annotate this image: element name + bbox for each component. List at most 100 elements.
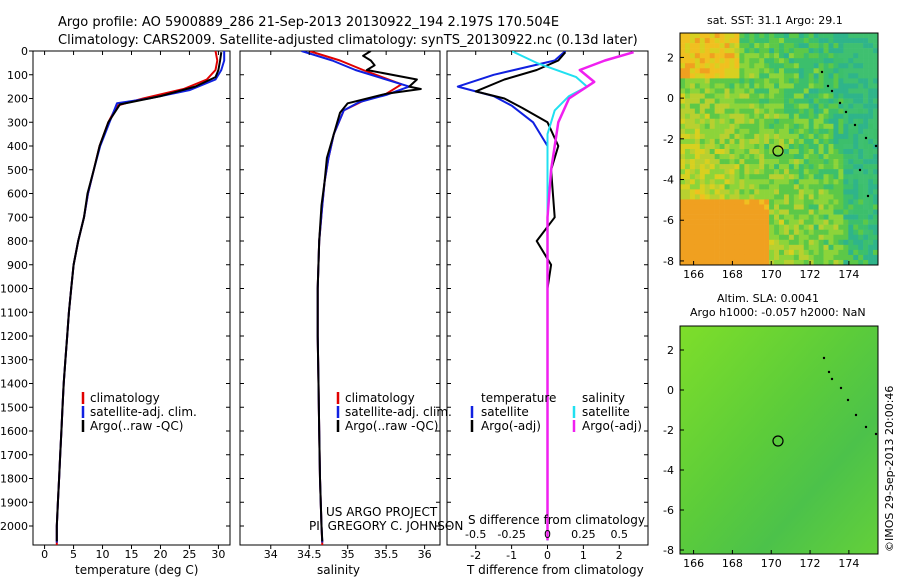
depth-tick-label: 800 [7,235,28,248]
figure-title-line2: Climatology: CARS2009. Satellite-adjuste… [58,33,638,48]
depth-tick-label: 400 [7,140,28,153]
map-y-tick-label: -8 [663,544,674,557]
sla-map [680,326,878,554]
x-tick-label: 35.5 [374,548,399,561]
sla-map-frame [679,325,879,555]
sla-map-axes: 166 168 170 172 174 2 0 -2 -4 -6 -8 [663,344,859,570]
argo-location-marker [772,145,784,157]
sla-map-title-line2: Argo h1000: -0.057 h2000: NaN [690,306,866,319]
x-tick-label: 34 [264,548,278,561]
depth-tick-label: 1200 [0,330,28,343]
temperature-line-argo-raw-qc- [55,52,223,542]
s-tick-label: 0.5 [611,528,629,541]
salinity-line-argo-raw-qc- [316,51,422,542]
salinity-xlabel: salinity [317,563,360,577]
map-y-tick-label: -2 [663,133,674,146]
temperature-panel [32,50,231,546]
watermark: ©IMOS 29-Sep-2013 20:00:46 [883,386,896,552]
x-tick-label: 0 [544,549,551,562]
legend-argo: Argo(..raw -QC) [90,419,183,433]
depth-tick-label: 900 [7,259,28,272]
depth-tick-label: 0 [21,45,28,58]
x-tick-label: 15 [125,548,139,561]
sla-map-title-line1: Altim. SLA: 0.0041 [717,292,819,305]
map-y-tick-label: -6 [663,214,674,227]
sla-coastline [822,356,878,436]
temperature-line-satellite-adj-clim- [55,51,226,543]
map-x-tick-label: 170 [761,557,782,570]
depth-tick-label: 1000 [0,283,28,296]
depth-tick-label: 600 [7,188,28,201]
differences-series-group [456,51,634,541]
sst-map-frame [679,32,879,266]
legend-temperature-title: temperature [481,391,556,405]
map-x-tick-label: 166 [683,268,704,281]
temperature-series-group [55,51,226,545]
salinity-legend: climatology satellite-adj. clim. Argo(..… [336,391,452,433]
depth-tick-label: 1700 [0,449,28,462]
map-y-tick-label: 0 [667,92,674,105]
depth-tick-label: 1100 [0,306,28,319]
figure-title-line1: Argo profile: AO 5900889_286 21-Sep-2013… [58,15,559,30]
map-y-tick-label: -4 [663,464,674,477]
legend-climatology: climatology [90,391,160,405]
x-tick-label: 30 [211,548,225,561]
temperature-line-climatology [55,51,219,545]
map-y-tick-label: 2 [667,344,674,357]
x-tick-label: 25 [182,548,196,561]
x-tick-label: 20 [153,548,167,561]
depth-tick-label: 200 [7,93,28,106]
map-x-tick-label: 166 [683,557,704,570]
map-y-tick-label: -4 [663,174,674,187]
difference-xlabel: T difference from climatology [466,563,644,577]
map-y-tick-label: 2 [667,51,674,64]
salinity-line-climatology [308,51,403,545]
s-tick-label: 0.25 [571,528,596,541]
depth-tick-label: 1900 [0,496,28,509]
depth-tick-label: 1300 [0,354,28,367]
difference-xlabel-top: S difference from climatology [468,513,645,527]
map-x-tick-label: 172 [800,557,821,570]
legend-sal-satellite: satellite [582,405,630,419]
argo-location-marker [772,435,784,447]
temperature-xlabel: temperature (deg C) [75,563,198,577]
credit-project: US ARGO PROJECT [326,505,438,519]
map-x-tick-label: 168 [722,268,743,281]
differences-line-temperature-argo-adj- [474,51,567,541]
depth-tick-label: 1400 [0,378,28,391]
depth-tick-label: 100 [7,69,28,82]
difference-legend: temperature salinity satellite Argo(-adj… [470,391,642,433]
x-tick-label: 5 [70,548,77,561]
x-tick-label: 34.5 [297,548,322,561]
map-y-tick-label: -2 [663,424,674,437]
legend-temp-satellite: satellite [481,405,529,419]
depth-tick-label: 1600 [0,425,28,438]
legend-climatology: climatology [345,391,415,405]
s-tick-label: -0.5 [465,528,486,541]
legend-salinity-title: salinity [582,391,625,405]
depth-tick-label: 1800 [0,473,28,486]
depth-tick-label: 300 [7,116,28,129]
sst-map-title: sat. SST: 31.1 Argo: 29.1 [707,14,843,27]
legend-satellite: satellite-adj. clim. [345,405,452,419]
map-y-tick-label: -8 [663,255,674,268]
depth-tick-label: 500 [7,164,28,177]
x-tick-label: 0 [41,548,48,561]
s-tick-label: 0 [544,528,551,541]
x-tick-label: 10 [96,548,110,561]
x-tick-label: -1 [506,549,517,562]
salinity-series-group [301,51,422,545]
x-tick-label: -2 [470,549,481,562]
x-tick-label: 2 [616,549,623,562]
map-y-tick-label: -6 [663,504,674,517]
map-x-tick-label: 174 [838,557,859,570]
map-y-tick-label: 0 [667,384,674,397]
depth-axis: 0 100 200 300 400 500 600 700 800 900 1000 1100 1200… [0,45,648,533]
sst-map-axes: 166 168 170 172 174 2 0 -2 -4 -6 -8 [663,51,859,281]
map-x-tick-label: 172 [800,268,821,281]
legend-sal-argo: Argo(-adj) [582,419,642,433]
x-tick-label: 35 [341,548,355,561]
map-x-tick-label: 174 [838,268,859,281]
depth-tick-label: 700 [7,211,28,224]
